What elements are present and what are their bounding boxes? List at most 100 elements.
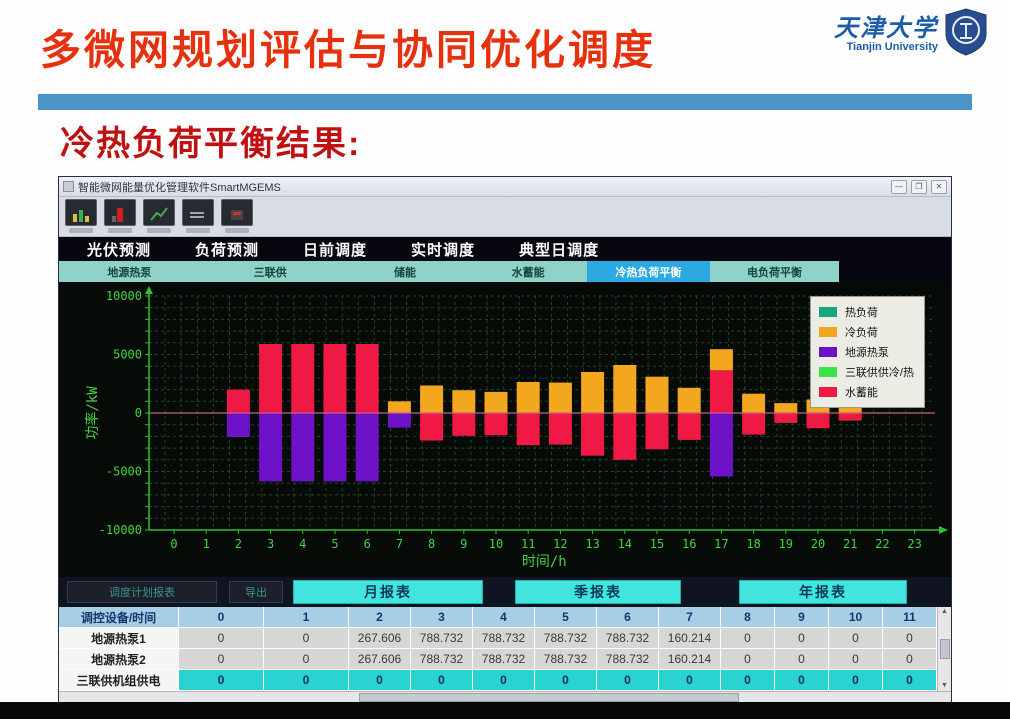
table-cell: 0 [829,670,883,691]
table-horizontal-scrollbar[interactable] [59,691,951,703]
tab-1[interactable]: 负荷预测 [195,241,260,259]
minimize-button[interactable]: — [891,179,907,194]
scroll-up-icon[interactable]: ▲ [941,608,948,615]
bar-水蓄能-h21 [838,413,862,421]
alarm-event-icon[interactable] [104,199,136,226]
quarterly-report-button[interactable]: 季报表 [515,580,681,604]
table-cell: 788.732 [411,649,473,670]
window-title: 智能微网能量优化管理软件SmartMGEMS [78,181,281,194]
alarm-event-icon[interactable] [104,199,136,233]
app-window: 智能微网能量优化管理软件SmartMGEMS — ❐ ✕ 光伏预测 负荷预测 日前调… [58,176,952,704]
table-header-row: 调控设备/时间 0 1 2 3 4 5 6 7 8 9 10 11 [59,607,937,628]
history-data-icon[interactable] [182,199,214,233]
history-event-icon[interactable] [221,199,253,226]
table-cell: 0 [473,670,535,691]
svg-text:7: 7 [396,537,403,551]
monthly-report-button[interactable]: 月报表 [293,580,483,604]
toolbar-label [108,228,132,233]
bar-冷负荷-h18 [742,393,766,413]
subtab-0[interactable]: 地源热泵 [107,266,152,279]
bar-水蓄能-h16 [677,413,701,440]
svg-text:12: 12 [553,537,567,551]
bar-冷负荷-h17 [709,349,733,371]
legend-label: 热负荷 [844,307,878,319]
realtime-monitor-icon[interactable] [65,199,97,226]
table-header-hour-3: 3 [411,607,473,628]
svg-text:13: 13 [585,537,599,551]
legend-entry-1: 冷负荷 [818,324,914,340]
bar-冷负荷-h10 [484,391,508,413]
energy-manage-icon[interactable] [143,199,175,233]
table-header-hour-6: 6 [597,607,659,628]
maximize-button[interactable]: ❐ [911,179,927,194]
realtime-monitor-icon[interactable] [65,199,97,233]
svg-text:4: 4 [299,537,306,551]
bar-水蓄能-h4 [291,344,315,413]
table-cell: 0 [883,670,937,691]
table-header-label: 调控设备/时间 [59,607,179,628]
table-cell: 0 [883,628,937,649]
subtab-2[interactable]: 储能 [394,266,416,279]
university-name-cn: 天津大学 [834,16,938,42]
scroll-down-icon[interactable]: ▼ [941,682,948,689]
bottom-bar [0,702,1010,719]
tab-4[interactable]: 典型日调度 [519,241,600,259]
bar-地源热泵-h2 [226,413,250,437]
table-cell: 788.732 [473,649,535,670]
svg-text:0: 0 [170,537,177,551]
legend-swatch-icon [818,327,837,337]
bar-冷负荷-h15 [645,376,669,413]
table-header-hour-8: 8 [721,607,775,628]
bar-水蓄能-h15 [645,413,669,450]
tab-3[interactable]: 实时调度 [411,241,476,259]
close-button[interactable]: ✕ [931,179,947,194]
history-data-icon[interactable] [182,199,214,226]
bar-冷负荷-h14 [613,365,637,413]
bar-水蓄能-h3 [259,344,283,413]
table-cell: 0 [883,649,937,670]
bar-地源热泵-h6 [355,413,379,482]
table-cell: 788.732 [535,649,597,670]
subtab-5[interactable]: 电负荷平衡 [746,266,802,279]
bar-水蓄能-h6 [355,344,379,413]
bar-冷负荷-h8 [420,385,444,413]
table-cell: 0 [411,670,473,691]
vertical-scroll-thumb[interactable] [939,639,950,659]
bar-水蓄能-h8 [420,413,444,441]
svg-text:3: 3 [267,537,274,551]
svg-text:5000: 5000 [113,348,142,362]
table-vertical-scrollbar[interactable]: ▲ ▼ [937,607,951,691]
window-titlebar[interactable]: 智能微网能量优化管理软件SmartMGEMS — ❐ ✕ [59,177,951,197]
bar-冷负荷-h7 [387,401,411,413]
svg-text:0: 0 [135,406,142,420]
university-name-en: Tianjin University [846,41,939,53]
export-button[interactable]: 导出 [229,581,283,603]
svg-text:1: 1 [203,537,210,551]
history-event-icon[interactable] [221,199,253,233]
yearly-report-button[interactable]: 年报表 [739,580,907,604]
subtab-4-active[interactable]: 冷热负荷平衡 [586,261,710,282]
row-label: 地源热泵1 [59,628,179,649]
legend-entry-0: 热负荷 [818,304,914,320]
subtab-3[interactable]: 水蓄能 [511,266,545,279]
svg-text:20: 20 [811,537,825,551]
table-header-hour-4: 4 [473,607,535,628]
page-title: 多微网规划评估与协同优化调度 [40,27,656,73]
legend-label: 地源热泵 [844,347,889,359]
horizontal-scroll-thumb[interactable] [359,693,739,702]
table-cell: 160.214 [659,649,721,670]
table-cell: 0 [264,649,349,670]
schedule-plan-report-button[interactable]: 调度计划报表 [67,581,217,603]
energy-manage-icon[interactable] [143,199,175,226]
bar-地源热泵-h3 [259,413,283,482]
table-cell: 788.732 [473,628,535,649]
tab-0[interactable]: 光伏预测 [87,241,152,259]
svg-text:16: 16 [682,537,696,551]
tab-2[interactable]: 日前调度 [303,241,368,259]
table-header-hour-7: 7 [659,607,721,628]
chart-panel: 10000 5000 0 -5000 -10000 0 1 2 3 4 5 6 7 8 9 10 11 12 13 1… [59,282,951,577]
svg-text:17: 17 [714,537,728,551]
table-cell: 160.214 [659,628,721,649]
subtab-1[interactable]: 三联供 [253,266,287,279]
bar-冷负荷-h16 [677,387,701,413]
